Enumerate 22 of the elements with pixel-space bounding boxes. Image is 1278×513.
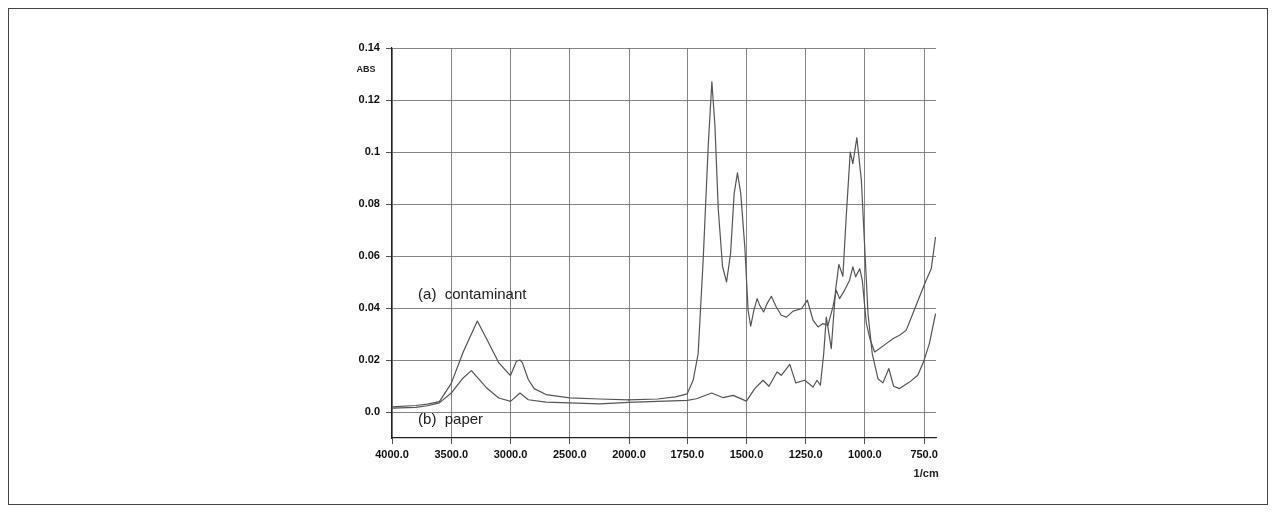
y-tick-label: 0.02 <box>358 353 380 366</box>
y-tick-label: 0.08 <box>358 197 380 210</box>
x-tick-label: 750.0 <box>910 447 938 460</box>
x-tick-label: 1750.0 <box>670 447 705 460</box>
x-tick-label: 1000.0 <box>848 447 882 460</box>
x-tick-label: 4000.0 <box>375 447 409 460</box>
x-tick-label: 2000.0 <box>612 447 646 460</box>
y-tick-label: 0.04 <box>358 301 381 314</box>
x-tick-label: 1250.0 <box>788 447 823 460</box>
series-label: (a) contaminant <box>418 285 528 303</box>
x-tick-label: 3500.0 <box>434 447 469 460</box>
y-tick-label: 0.06 <box>358 249 380 262</box>
x-tick-label: 3000.0 <box>493 447 528 460</box>
y-axis-title: ABS <box>356 64 376 75</box>
x-tick-label: 2500.0 <box>552 447 587 460</box>
x-axis-title: 1/cm <box>913 467 939 480</box>
y-tick-label: 0.14 <box>358 41 381 54</box>
series-label: (b) paper <box>418 410 484 428</box>
y-tick-label: 0.1 <box>364 145 380 158</box>
y-tick-label: 0.0 <box>364 405 380 418</box>
x-tick-label: 1500.0 <box>729 447 764 460</box>
y-tick-label: 0.12 <box>358 93 380 106</box>
